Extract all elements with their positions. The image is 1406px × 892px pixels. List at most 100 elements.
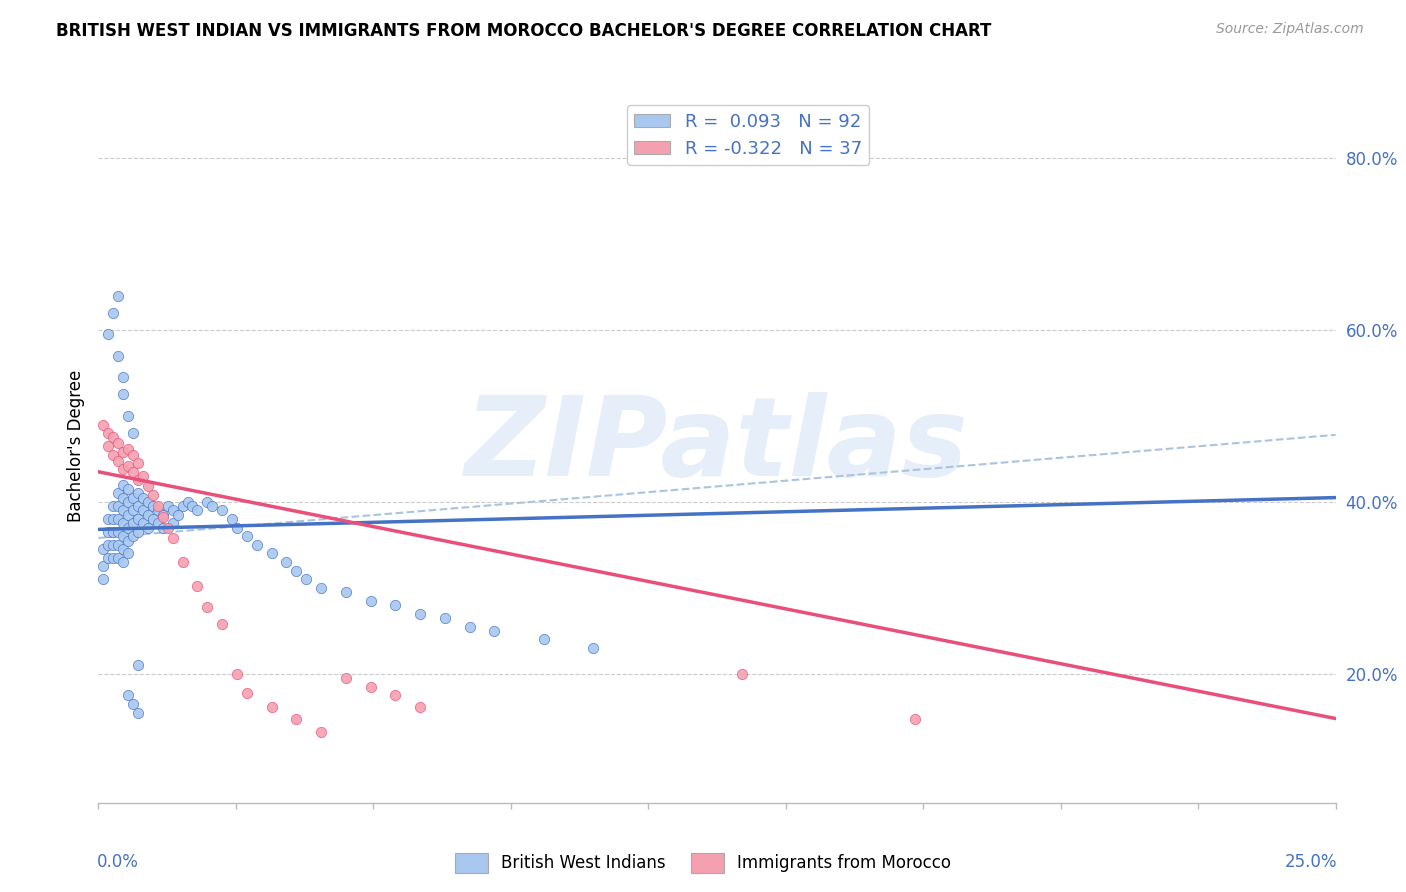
Point: [112, 529, 135, 543]
Point: [276, 555, 298, 569]
Point: [484, 624, 506, 638]
Point: [162, 516, 184, 531]
Point: [309, 581, 332, 595]
Y-axis label: Bachelor's Degree: Bachelor's Degree: [66, 370, 84, 522]
Point: [127, 706, 149, 720]
Point: [731, 666, 754, 681]
Point: [112, 491, 135, 505]
Point: [433, 611, 456, 625]
Text: BRITISH WEST INDIAN VS IMMIGRANTS FROM MOROCCO BACHELOR'S DEGREE CORRELATION CHA: BRITISH WEST INDIAN VS IMMIGRANTS FROM M…: [56, 22, 991, 40]
Point: [384, 689, 406, 703]
Point: [97, 538, 120, 552]
Point: [142, 499, 165, 513]
Point: [260, 699, 283, 714]
Point: [226, 666, 249, 681]
Point: [112, 555, 135, 569]
Point: [285, 712, 308, 726]
Point: [117, 689, 139, 703]
Point: [103, 306, 125, 320]
Point: [112, 370, 135, 384]
Point: [112, 516, 135, 531]
Point: [112, 387, 135, 401]
Point: [117, 442, 139, 456]
Point: [246, 538, 269, 552]
Point: [97, 512, 120, 526]
Point: [211, 617, 233, 632]
Point: [107, 436, 129, 450]
Point: [97, 550, 120, 565]
Point: [533, 632, 555, 647]
Point: [142, 488, 165, 502]
Point: [112, 477, 135, 491]
Point: [132, 503, 155, 517]
Point: [107, 499, 129, 513]
Point: [166, 508, 188, 522]
Point: [211, 503, 233, 517]
Point: [122, 529, 145, 543]
Point: [93, 559, 115, 574]
Point: [186, 579, 208, 593]
Point: [93, 417, 115, 432]
Point: [136, 495, 159, 509]
Point: [103, 499, 125, 513]
Legend: R =  0.093   N = 92, R = -0.322   N = 37: R = 0.093 N = 92, R = -0.322 N = 37: [627, 105, 869, 165]
Point: [582, 641, 605, 656]
Point: [97, 327, 120, 342]
Point: [122, 426, 145, 441]
Text: ZIPatlas: ZIPatlas: [465, 392, 969, 500]
Point: [93, 572, 115, 586]
Text: 0.0%: 0.0%: [97, 853, 139, 871]
Point: [117, 482, 139, 496]
Point: [186, 503, 208, 517]
Point: [409, 699, 432, 714]
Point: [127, 474, 149, 488]
Point: [195, 495, 218, 509]
Point: [146, 499, 169, 513]
Point: [107, 524, 129, 539]
Point: [132, 491, 155, 505]
Point: [117, 458, 139, 473]
Point: [122, 516, 145, 531]
Point: [162, 503, 184, 517]
Point: [103, 524, 125, 539]
Text: 25.0%: 25.0%: [1285, 853, 1337, 871]
Point: [360, 680, 382, 694]
Point: [117, 495, 139, 509]
Point: [107, 550, 129, 565]
Point: [226, 521, 249, 535]
Point: [172, 499, 194, 513]
Point: [132, 516, 155, 531]
Point: [162, 531, 184, 545]
Point: [117, 521, 139, 535]
Point: [117, 409, 139, 423]
Point: [103, 550, 125, 565]
Point: [152, 510, 174, 524]
Point: [152, 521, 174, 535]
Point: [236, 529, 259, 543]
Point: [309, 725, 332, 739]
Point: [335, 585, 357, 599]
Point: [107, 453, 129, 467]
Point: [458, 619, 481, 633]
Point: [156, 521, 179, 535]
Point: [127, 499, 149, 513]
Point: [172, 555, 194, 569]
Point: [112, 445, 135, 459]
Point: [904, 712, 927, 726]
Point: [195, 599, 218, 614]
Point: [97, 439, 120, 453]
Point: [122, 503, 145, 517]
Point: [122, 448, 145, 462]
Point: [360, 593, 382, 607]
Point: [181, 499, 204, 513]
Point: [295, 572, 318, 586]
Point: [132, 469, 155, 483]
Point: [384, 598, 406, 612]
Point: [142, 512, 165, 526]
Point: [122, 697, 145, 711]
Point: [107, 486, 129, 500]
Point: [103, 430, 125, 444]
Point: [146, 503, 169, 517]
Point: [127, 524, 149, 539]
Point: [127, 658, 149, 673]
